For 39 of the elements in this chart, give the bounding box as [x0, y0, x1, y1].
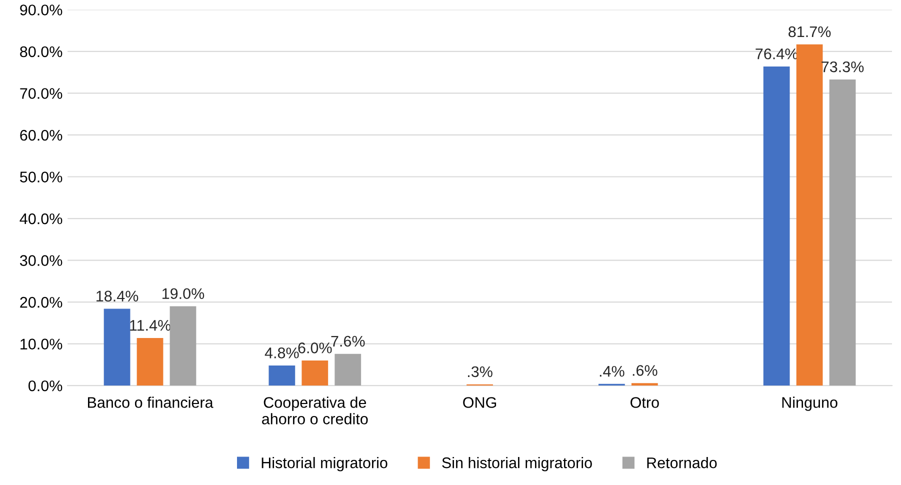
data-label: 76.4% — [756, 48, 798, 60]
data-label: .3% — [468, 366, 492, 378]
x-tick-label: Ninguno — [782, 396, 838, 411]
bar — [829, 79, 856, 386]
x-tick-label: ONG — [463, 397, 496, 408]
data-label: 11.4% — [130, 320, 171, 331]
bar — [170, 306, 196, 386]
y-tick-label: 30.0% — [20, 255, 62, 266]
data-label: 6.0% — [298, 342, 332, 354]
legend-label: Retornado — [647, 457, 717, 468]
data-label: 18.4% — [96, 290, 138, 302]
data-label: .4% — [600, 366, 624, 377]
y-tick-label: 90.0% — [20, 4, 62, 16]
data-label: 4.8% — [264, 348, 299, 358]
data-label: 7.6% — [331, 336, 365, 347]
y-tick-label: 50.0% — [20, 172, 62, 182]
x-tick-label: Banco o financiera — [88, 396, 214, 408]
legend-label: Sin historial migratorio — [442, 457, 592, 472]
bar — [104, 308, 130, 386]
x-tick-label: Cooperativa de ahorro o credito — [262, 396, 368, 424]
y-tick-label: 60.0% — [20, 130, 62, 141]
y-tick-label: 10.0% — [20, 338, 62, 350]
bar — [631, 383, 658, 386]
y-tick-label: 70.0% — [20, 88, 62, 99]
bar — [796, 44, 823, 386]
bar — [136, 338, 164, 386]
data-label: .6% — [632, 365, 658, 376]
legend-label: Historial migratorio — [262, 457, 388, 472]
bar — [268, 366, 296, 386]
x-tick-label: Otro — [630, 397, 659, 408]
data-label: 81.7% — [788, 26, 831, 38]
data-label: 19.0% — [162, 288, 204, 300]
bar — [763, 66, 790, 386]
bar — [334, 354, 362, 386]
y-tick-label: 40.0% — [20, 213, 62, 224]
y-tick-label: 80.0% — [20, 46, 62, 58]
bar — [302, 360, 328, 386]
y-tick-label: 20.0% — [20, 296, 62, 308]
y-tick-label: 0.0% — [28, 380, 62, 392]
